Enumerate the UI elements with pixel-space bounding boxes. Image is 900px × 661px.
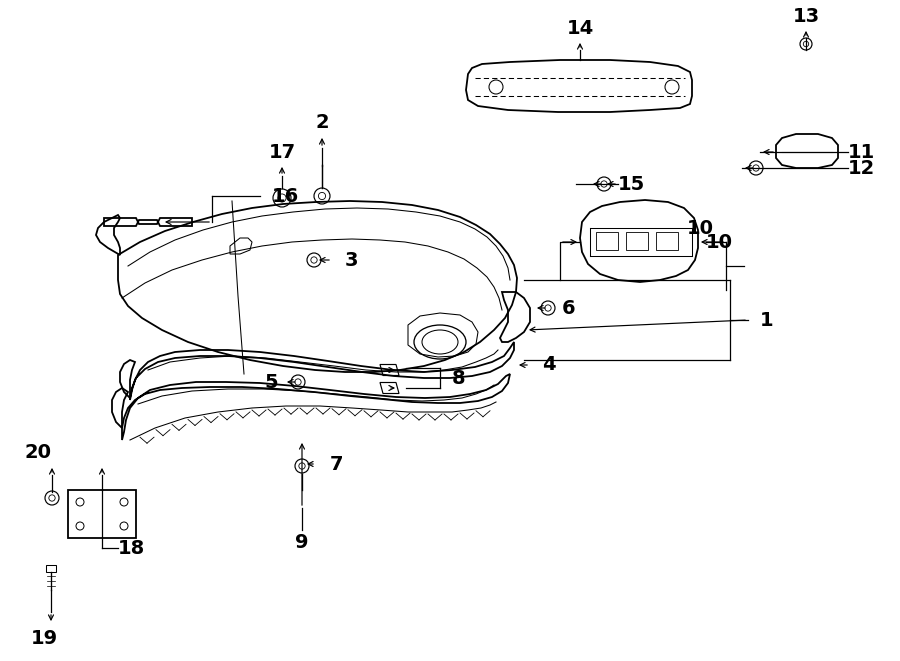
Text: 4: 4	[542, 356, 555, 375]
Text: 19: 19	[31, 629, 58, 648]
Text: 3: 3	[345, 251, 358, 270]
Text: 10: 10	[706, 233, 733, 251]
Text: 13: 13	[792, 7, 820, 26]
Text: 20: 20	[24, 442, 51, 461]
Text: 9: 9	[295, 533, 309, 551]
Text: 1: 1	[760, 311, 774, 329]
Text: 2: 2	[315, 112, 328, 132]
Bar	[46, 565, 56, 572]
Text: 12: 12	[848, 159, 875, 178]
Text: 11: 11	[848, 143, 875, 161]
Text: 17: 17	[268, 143, 295, 161]
Text: 8: 8	[452, 368, 465, 387]
Bar	[68, 490, 136, 538]
Text: 14: 14	[566, 19, 594, 38]
Text: 15: 15	[618, 175, 645, 194]
Bar	[626, 232, 648, 250]
Text: 18: 18	[118, 539, 145, 557]
Bar	[596, 232, 618, 250]
Text: 5: 5	[265, 373, 278, 391]
Text: 7: 7	[330, 455, 344, 473]
Text: 16: 16	[272, 186, 299, 206]
Bar	[656, 232, 678, 250]
Text: 10: 10	[687, 219, 714, 237]
Text: 6: 6	[562, 299, 576, 317]
